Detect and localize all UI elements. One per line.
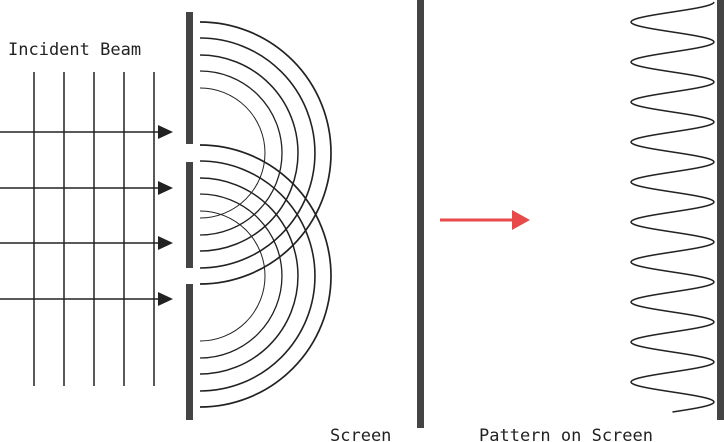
wavefront-arc [199,37,316,269]
wavefront-arc [199,87,266,219]
screen-bar [417,0,424,428]
barrier-segment-middle [186,162,193,268]
wavefront-arc [199,70,283,236]
arrow-head-icon [158,292,173,306]
wavefront-arc [199,160,316,392]
upper-slit-wavefronts [199,21,332,285]
screen-label: Screen [330,426,391,442]
arrow-head-icon [158,181,173,195]
pattern-label: Pattern on Screen [479,426,653,442]
wavefront-arc [199,210,266,342]
lower-slit-wavefronts [199,144,332,408]
wavefront-arc [199,21,332,285]
pattern-screen-bar [717,0,724,420]
incident-beam-label: Incident Beam [8,40,141,60]
wavefront-arc [199,54,299,252]
wavefront-arc [199,193,283,359]
wavefront-arc [199,144,332,408]
arrow-head-icon [158,236,173,250]
barrier-segment-bottom [186,284,193,420]
wavefront-arc [199,177,299,375]
interference-pattern-curve [630,1,715,413]
highlight-arrow-icon [440,210,530,230]
arrow-head-icon [158,125,173,139]
incident-wavefronts [33,72,155,386]
incident-rays [0,125,173,306]
slit-barrier [186,12,193,420]
barrier-segment-top [186,12,193,144]
